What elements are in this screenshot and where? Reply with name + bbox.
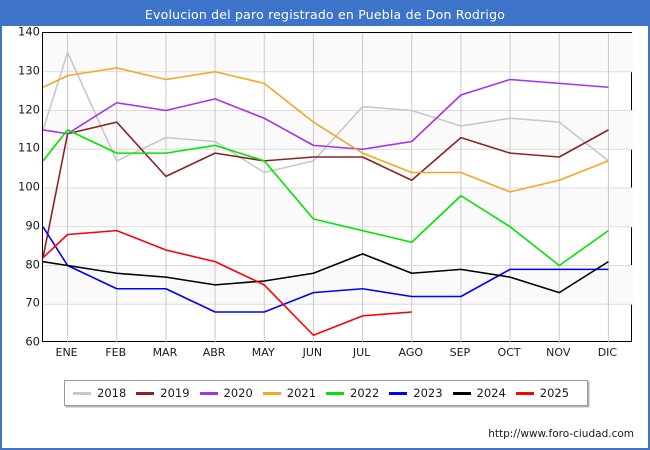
plot-frame [42,32,633,343]
x-tick-label: OCT [497,346,521,359]
legend-swatch-icon [515,391,534,395]
y-tick-label: 60 [25,334,40,349]
legend-label: 2022 [350,386,380,400]
legend-label: 2021 [286,386,317,400]
y-tick-label: 80 [25,256,40,271]
window-title-bar: Evolucion del paro registrado en Puebla … [2,2,648,26]
series-line-2022 [43,129,609,267]
legend-swatch-icon [389,391,408,395]
legend-swatch-icon [326,391,344,395]
series-line-2019 [43,121,609,258]
legend-swatch-icon [73,391,91,395]
series-line-2023 [43,226,609,313]
plot-area [42,32,633,343]
legend-label: 2025 [539,386,570,400]
y-tick-label: 120 [18,101,40,116]
legend-swatch-icon [452,391,471,395]
series-line-2020 [43,78,609,151]
legend-swatch-icon [199,391,218,395]
y-tick-label: 70 [25,295,40,310]
x-axis: ENE FEB MAR ABR MAY JUN JUL AGO SEP OCT NOV DIC [2,346,650,364]
x-tick-label: NOV [546,346,571,359]
series-line-2021 [43,67,609,193]
y-axis: 60 70 80 90 100 110 120 130 140 [2,2,40,372]
series-line-2025 [43,229,412,337]
y-tick-label: 100 [18,179,40,194]
x-tick-label: ENE [55,346,78,359]
legend-swatch-icon [262,391,281,395]
x-tick-label: JUL [352,346,371,359]
y-tick-label: 140 [18,24,40,39]
legend-swatch-icon [136,391,155,395]
source-url: http://www.foro-ciudad.com [488,428,634,440]
legend-item-2024[interactable]: 2024 [452,386,516,400]
grid-lines [43,33,633,343]
page-title: Evolucion del paro registrado en Puebla … [144,6,506,22]
legend-item-2021[interactable]: 2021 [262,386,326,400]
chart-legend: 2018 2019 2020 2021 2022 2023 2024 2025 [64,380,588,406]
x-tick-label: SEP [449,346,471,359]
x-tick-label: JUN [302,346,323,359]
x-tick-label: AGO [398,346,424,359]
x-tick-label: DIC [597,346,618,359]
legend-label: 2020 [223,386,253,400]
legend-item-2020[interactable]: 2020 [199,386,263,400]
y-tick-label: 110 [18,140,40,155]
y-tick-label: 130 [18,63,40,77]
legend-item-2022[interactable]: 2022 [326,386,389,400]
legend-label: 2024 [476,386,506,400]
x-tick-label: MAR [152,346,178,359]
legend-label: 2019 [160,386,190,400]
legend-item-2018[interactable]: 2018 [73,386,136,400]
legend-item-2025[interactable]: 2025 [515,386,579,400]
y-tick-label: 90 [25,218,40,232]
x-tick-label: MAY [251,346,275,359]
x-tick-label: ABR [202,346,226,359]
series-line-2018 [43,51,609,174]
legend-item-2023[interactable]: 2023 [389,386,452,400]
series-line-2024 [43,253,609,294]
x-tick-label: FEB [105,346,127,359]
legend-label: 2018 [97,386,127,400]
legend-label: 2023 [413,386,443,400]
chart-svg [43,33,633,343]
legend-item-2019[interactable]: 2019 [136,386,199,400]
